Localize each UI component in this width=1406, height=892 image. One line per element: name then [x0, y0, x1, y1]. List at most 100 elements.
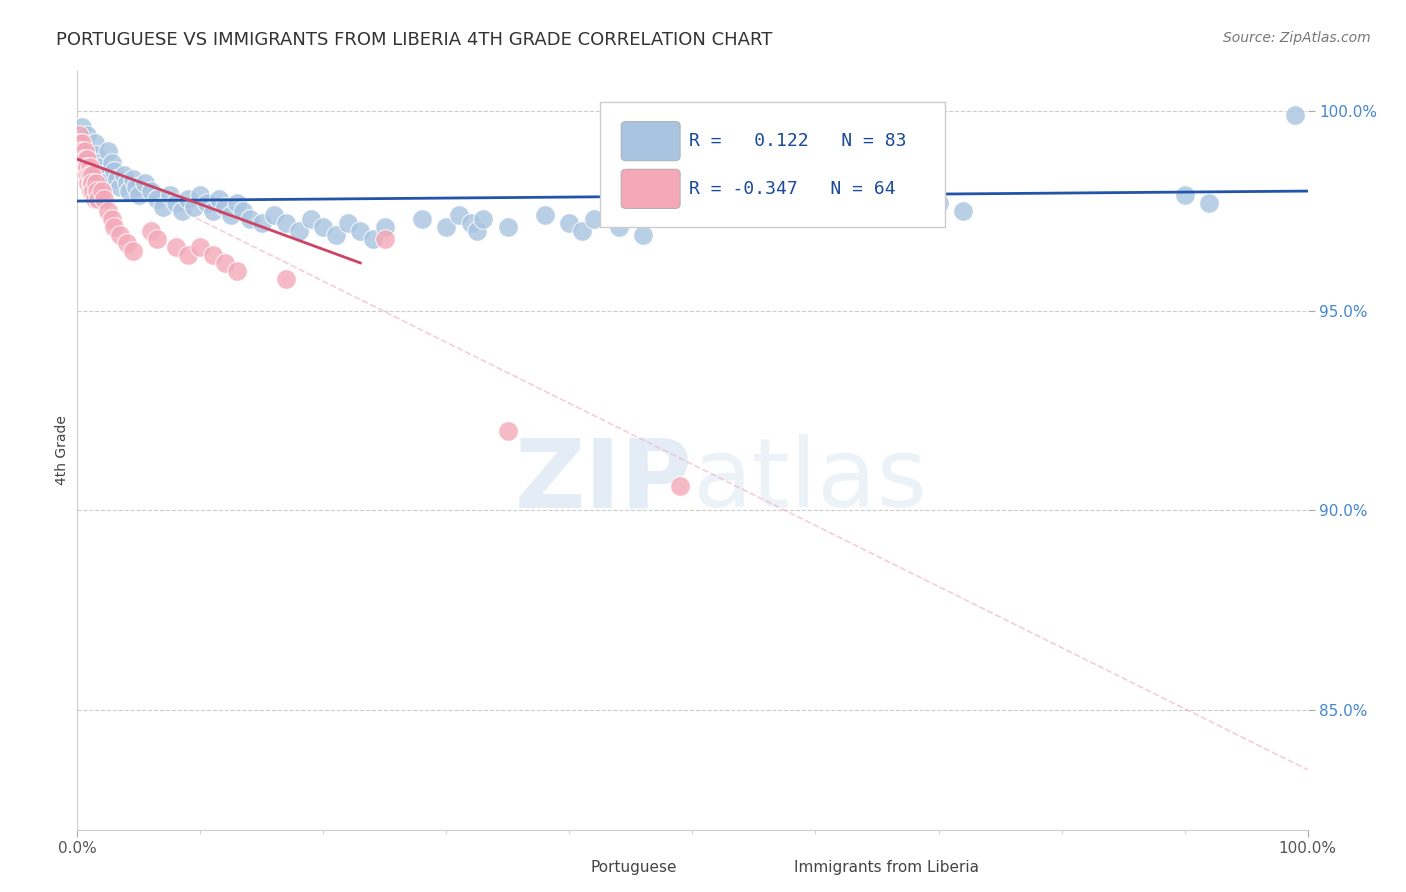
Point — [97, 204, 120, 219]
Point — [374, 232, 396, 246]
Point — [77, 176, 100, 190]
Text: R = -0.347   N = 64: R = -0.347 N = 64 — [689, 180, 896, 198]
Text: R =   0.122   N = 83: R = 0.122 N = 83 — [689, 132, 907, 150]
Point — [115, 176, 138, 190]
Point — [105, 172, 128, 186]
Point — [75, 168, 97, 182]
Point — [79, 168, 101, 182]
Point — [67, 128, 90, 143]
Point — [325, 227, 347, 242]
FancyBboxPatch shape — [621, 121, 681, 161]
Text: Source: ZipAtlas.com: Source: ZipAtlas.com — [1223, 31, 1371, 45]
Point — [80, 176, 103, 190]
Point — [112, 168, 135, 182]
Point — [188, 188, 212, 202]
Point — [214, 256, 236, 270]
Point — [1198, 196, 1220, 211]
Point — [90, 168, 114, 182]
Point — [226, 264, 249, 278]
Point — [70, 144, 93, 158]
Point — [77, 168, 100, 182]
Point — [70, 160, 93, 174]
Point — [263, 208, 285, 222]
Point — [87, 192, 110, 206]
Point — [830, 208, 852, 222]
Point — [201, 204, 224, 219]
Point — [70, 132, 93, 146]
FancyBboxPatch shape — [621, 169, 681, 209]
Point — [76, 128, 98, 143]
Point — [73, 152, 96, 166]
Point — [146, 192, 169, 206]
Point — [141, 224, 163, 238]
Point — [115, 235, 138, 250]
Point — [72, 160, 94, 174]
Point — [472, 212, 495, 227]
Point — [201, 248, 224, 262]
Point — [70, 152, 93, 166]
Point — [361, 232, 384, 246]
Point — [73, 144, 96, 158]
Point — [299, 212, 322, 227]
Point — [82, 184, 104, 198]
Point — [70, 136, 93, 151]
Point — [79, 152, 101, 166]
Point — [90, 160, 112, 174]
Point — [69, 136, 91, 151]
Point — [87, 164, 110, 178]
Point — [75, 160, 97, 174]
Point — [97, 144, 120, 158]
Point — [110, 180, 132, 194]
Point — [460, 216, 482, 230]
Point — [177, 248, 200, 262]
Point — [84, 176, 107, 190]
Point — [103, 164, 125, 178]
Text: PORTUGUESE VS IMMIGRANTS FROM LIBERIA 4TH GRADE CORRELATION CHART: PORTUGUESE VS IMMIGRANTS FROM LIBERIA 4T… — [56, 31, 773, 49]
Point — [465, 224, 488, 238]
Point — [583, 212, 606, 227]
Point — [682, 208, 704, 222]
Point — [183, 200, 205, 214]
Point — [77, 144, 100, 158]
Point — [952, 204, 974, 219]
Point — [72, 140, 94, 154]
Point — [633, 227, 655, 242]
Text: Immigrants from Liberia: Immigrants from Liberia — [794, 860, 980, 874]
Point — [152, 200, 174, 214]
Point — [93, 176, 115, 190]
Point — [928, 196, 950, 211]
Point — [337, 216, 360, 230]
Point — [93, 192, 115, 206]
Point — [208, 192, 231, 206]
Point — [72, 152, 94, 166]
Point — [83, 136, 105, 151]
Point — [134, 176, 156, 190]
Point — [288, 224, 311, 238]
Point — [447, 208, 470, 222]
Point — [76, 152, 98, 166]
Point — [669, 479, 692, 493]
Point — [82, 168, 104, 182]
Text: atlas: atlas — [693, 434, 928, 527]
Point — [571, 224, 593, 238]
Point — [219, 208, 242, 222]
Point — [374, 219, 396, 234]
Point — [1284, 108, 1306, 122]
FancyBboxPatch shape — [536, 848, 586, 891]
Point — [90, 184, 114, 198]
Point — [75, 160, 97, 174]
Point — [101, 212, 124, 227]
Point — [103, 219, 125, 234]
Point — [170, 204, 193, 219]
Point — [496, 424, 519, 438]
Point — [69, 144, 91, 158]
Point — [121, 172, 143, 186]
Point — [349, 224, 371, 238]
Point — [110, 227, 132, 242]
Point — [146, 232, 169, 246]
Point — [86, 184, 108, 198]
Point — [86, 156, 108, 170]
Point — [188, 240, 212, 254]
Point — [80, 184, 103, 198]
Point — [436, 219, 458, 234]
